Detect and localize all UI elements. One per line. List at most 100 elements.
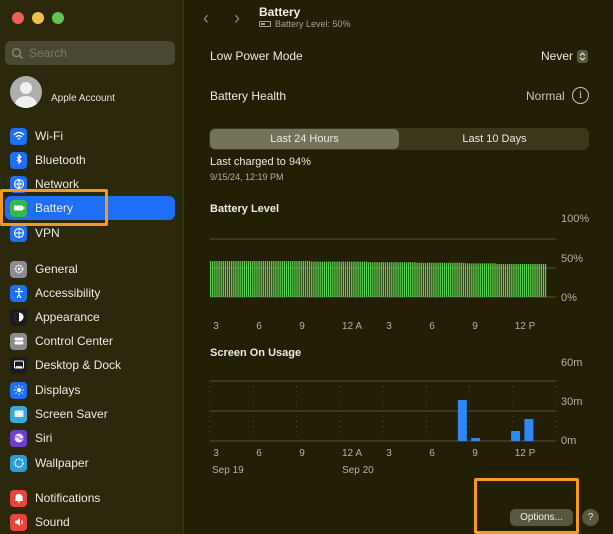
battery-level-bar (448, 262, 450, 297)
battery-small-icon (259, 21, 271, 27)
sidebar-item-label: Bluetooth (35, 153, 86, 167)
sidebar-item-notifications[interactable]: Notifications (5, 486, 175, 510)
apple-account[interactable]: Apple Account (10, 76, 115, 108)
usage-x-tick-label: 9 (299, 448, 305, 459)
back-button[interactable]: ‹ (203, 8, 209, 28)
battery-level-bar (367, 262, 370, 297)
screen-usage-bar (524, 419, 534, 441)
sidebar-item-bluetooth[interactable]: Bluetooth (5, 148, 175, 172)
sidebar-item-siri[interactable]: Siri (5, 426, 175, 450)
battery-level-bar (538, 263, 540, 297)
battery-highlight-box (0, 189, 108, 226)
forward-button[interactable]: › (234, 8, 240, 28)
battery-level-bar (294, 261, 296, 297)
battery-level-bar (220, 261, 222, 297)
battery-level-bar (391, 262, 393, 297)
battery-level-bar (488, 263, 490, 297)
battery-level-bar (292, 261, 294, 297)
battery-level-bar (477, 263, 479, 297)
sidebar-item-wallpaper[interactable]: Wallpaper (5, 451, 175, 475)
battery-level-bar (517, 263, 519, 297)
options-highlight-box (474, 478, 579, 534)
sidebar: Apple Account Wi-Fi Bluetooth Network Batte… (0, 0, 184, 534)
battery-level-bar (500, 263, 502, 297)
options-button[interactable]: Options... (510, 509, 573, 526)
battery-level-bar (431, 262, 433, 297)
sidebar-item-displays[interactable]: Displays (5, 378, 175, 402)
close-button[interactable] (12, 12, 24, 24)
battery-level-bar (506, 263, 509, 297)
sidebar-item-accessibility[interactable]: Accessibility (5, 281, 175, 305)
battery-level-bar (458, 262, 460, 297)
battery-level-bar (250, 261, 252, 297)
battery-level-bar (504, 263, 507, 297)
window-controls (12, 12, 64, 24)
tab-last-24-hours[interactable]: Last 24 Hours (210, 129, 399, 149)
low-power-stepper[interactable] (577, 50, 588, 63)
search-input[interactable] (29, 46, 169, 60)
battery-level-bar (330, 261, 332, 297)
battery-level-bar (416, 262, 418, 297)
help-button[interactable]: ? (582, 509, 599, 526)
battery-level-bar (519, 263, 521, 297)
battery-level-bar (523, 263, 526, 297)
minimize-button[interactable] (32, 12, 44, 24)
battery-health-value: Normal (526, 89, 565, 103)
screen-usage-bar (511, 431, 521, 441)
battery-level-bar (231, 261, 233, 297)
sidebar-item-general[interactable]: General (5, 257, 175, 281)
screen-usage-bar (457, 400, 467, 441)
page-subtitle: Battery Level: 50% (259, 19, 351, 29)
battery-level-bar (271, 261, 273, 297)
battery-x-tick-label: 12 P (515, 321, 536, 332)
sidebar-item-battery[interactable]: Battery (5, 196, 175, 220)
battery-x-tick-label: 9 (472, 321, 478, 332)
sidebar-item-label: Appearance (35, 310, 100, 324)
battery-level-bar (534, 263, 536, 297)
battery-level-bar (277, 261, 279, 297)
battery-level-bar (454, 262, 456, 297)
sidebar-item-label: Control Center (35, 334, 114, 348)
info-icon[interactable]: i (572, 87, 589, 104)
tab-last-10-days[interactable]: Last 10 Days (462, 133, 527, 145)
battery-level-bar (452, 262, 454, 297)
battery-level-bar (525, 263, 528, 297)
battery-level-bar (410, 262, 412, 297)
battery-level-bar (260, 261, 262, 297)
sidebar-item-vpn[interactable]: VPN (5, 221, 175, 245)
usage-y-tick-label: 0m (561, 435, 576, 447)
search-field[interactable] (5, 41, 175, 65)
battery-level-bar (258, 261, 260, 297)
battery-level-bar (237, 261, 239, 297)
battery-level-bar (281, 261, 283, 297)
battery-level-bar (353, 261, 355, 297)
sidebar-item-desktop-dock[interactable]: Desktop & Dock (5, 353, 175, 377)
battery-level-bar (376, 262, 378, 297)
battery-level-bar (228, 261, 231, 297)
battery-level-bar (481, 263, 484, 297)
battery-y-tick-label: 0% (561, 292, 577, 304)
battery-level-bar (485, 263, 488, 297)
battery-level-bar (226, 261, 229, 297)
battery-level-bar (407, 262, 410, 297)
battery-level-bar (464, 262, 467, 297)
sidebar-item-appearance[interactable]: Appearance (5, 305, 175, 329)
low-power-select[interactable]: Never (541, 49, 574, 63)
usage-x-tick-label: 9 (472, 448, 478, 459)
sidebar-item-screen-saver[interactable]: Screen Saver (5, 402, 175, 426)
battery-icon (10, 199, 27, 217)
battery-level-bar (466, 263, 469, 297)
battery-level-text: Battery Level: 50% (275, 19, 351, 29)
sidebar-item-network[interactable]: Network (5, 172, 175, 196)
battery-level-bar (530, 263, 532, 297)
sidebar-item-wi-fi[interactable]: Wi-Fi (5, 124, 175, 148)
sidebar-item-sound[interactable]: Sound (5, 510, 175, 534)
sidebar-item-control-center[interactable]: Control Center (5, 329, 175, 353)
sidebar-item-label: Battery (35, 201, 74, 215)
battery-level-bar (361, 261, 363, 297)
zoom-button[interactable] (52, 12, 64, 24)
battery-level-bar (370, 262, 372, 297)
battery-level-bar (340, 261, 342, 297)
battery-level-bar (515, 263, 517, 297)
